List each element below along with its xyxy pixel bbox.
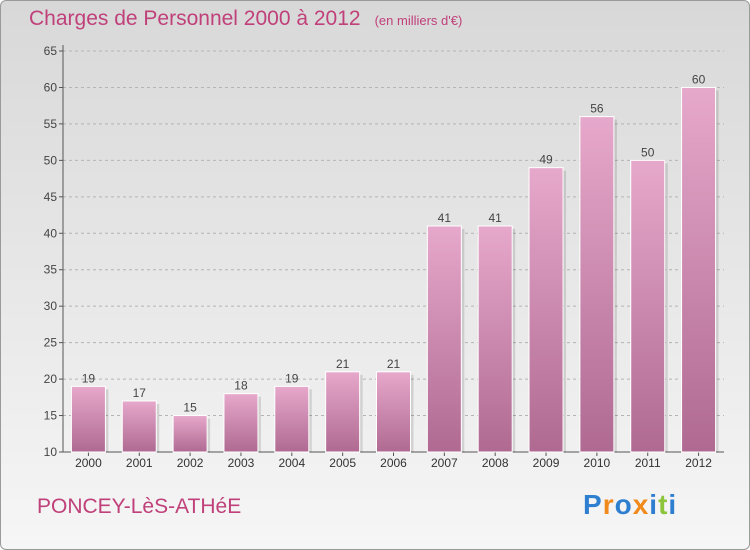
data-label-2009: 49 bbox=[539, 153, 553, 167]
data-label-2001: 17 bbox=[133, 386, 147, 400]
x-tick-label-2000: 2000 bbox=[75, 456, 102, 470]
y-tick-label: 25 bbox=[44, 336, 58, 350]
data-label-2010: 56 bbox=[590, 102, 604, 116]
axes: 10 15 20 25 30 35 40 45 50 55 60 65 2000 2001 2002 2003… bbox=[44, 44, 724, 470]
data-label-2004: 19 bbox=[285, 371, 299, 385]
bar-2005 bbox=[325, 371, 361, 453]
logo-letter: r bbox=[602, 489, 615, 520]
y-tick-label: 45 bbox=[44, 190, 58, 204]
x-tick-label-2011: 2011 bbox=[635, 456, 661, 470]
logo-letter: P bbox=[583, 489, 603, 520]
bar-2000 bbox=[70, 385, 106, 453]
bars bbox=[70, 86, 719, 453]
bar-2003 bbox=[223, 393, 259, 453]
bar-2006 bbox=[376, 371, 411, 453]
x-tick-label-2002: 2002 bbox=[177, 456, 204, 470]
bar-2008 bbox=[477, 225, 513, 453]
data-label-2012: 60 bbox=[692, 72, 706, 86]
bar-2001 bbox=[121, 400, 157, 453]
y-tick-label: 55 bbox=[44, 117, 58, 131]
data-label-2006: 21 bbox=[387, 357, 401, 371]
x-tick-label-2005: 2005 bbox=[329, 456, 356, 470]
bar-2004 bbox=[274, 385, 310, 453]
y-tick-label: 15 bbox=[44, 409, 58, 423]
logo-letter: t bbox=[658, 489, 669, 520]
y-tick-label: 60 bbox=[44, 80, 58, 94]
chart-title: Charges de Personnel 2000 à 2012 (en mill… bbox=[29, 7, 462, 31]
y-tick-label: 40 bbox=[44, 226, 58, 240]
x-tick-label-2007: 2007 bbox=[431, 456, 458, 470]
x-tick-label-2012: 2012 bbox=[685, 456, 712, 470]
y-tick-label: 20 bbox=[44, 372, 58, 386]
data-label-2002: 15 bbox=[183, 401, 197, 415]
y-tick-label: 65 bbox=[44, 44, 58, 58]
x-tick-label-2006: 2006 bbox=[380, 456, 407, 470]
y-tick-label: 35 bbox=[44, 263, 58, 277]
data-labels: 19 17 15 18 19 21 21 41 41 49 56 50 60 bbox=[82, 72, 706, 414]
x-tick-label-2001: 2001 bbox=[126, 456, 153, 470]
x-tick-label-2009: 2009 bbox=[533, 456, 560, 470]
town-name: PONCEY-LèS-ATHéE bbox=[37, 495, 242, 518]
chart-subtitle: (en milliers d'€) bbox=[374, 13, 463, 28]
proxiti-logo[interactable]: Proxiti bbox=[583, 489, 677, 521]
x-tick-label-2004: 2004 bbox=[278, 456, 305, 470]
data-label-2008: 41 bbox=[489, 211, 503, 225]
logo-letter: o bbox=[614, 489, 633, 520]
logo-letter: x bbox=[632, 489, 650, 520]
x-tick-label-2010: 2010 bbox=[584, 456, 611, 470]
x-tick-label-2003: 2003 bbox=[228, 456, 255, 470]
logo-letter: i bbox=[668, 489, 678, 520]
chart-title-text: Charges de Personnel 2000 à 2012 bbox=[29, 7, 361, 30]
bar-2010 bbox=[579, 116, 615, 453]
y-tick-label: 10 bbox=[44, 445, 58, 459]
bar-2011 bbox=[630, 159, 666, 453]
bar-2009 bbox=[528, 167, 564, 453]
logo-letter: i bbox=[649, 489, 659, 520]
data-label-2011: 50 bbox=[641, 145, 655, 159]
y-tick-label: 30 bbox=[44, 299, 58, 313]
data-label-2005: 21 bbox=[336, 357, 350, 371]
bar-2012 bbox=[681, 86, 717, 453]
x-tick-label-2008: 2008 bbox=[482, 456, 509, 470]
bar-2002 bbox=[172, 415, 208, 453]
y-tick-label: 50 bbox=[44, 153, 58, 167]
bar-2007 bbox=[426, 225, 462, 453]
data-label-2000: 19 bbox=[82, 371, 96, 385]
data-label-2003: 18 bbox=[234, 379, 248, 393]
data-label-2007: 41 bbox=[438, 211, 452, 225]
